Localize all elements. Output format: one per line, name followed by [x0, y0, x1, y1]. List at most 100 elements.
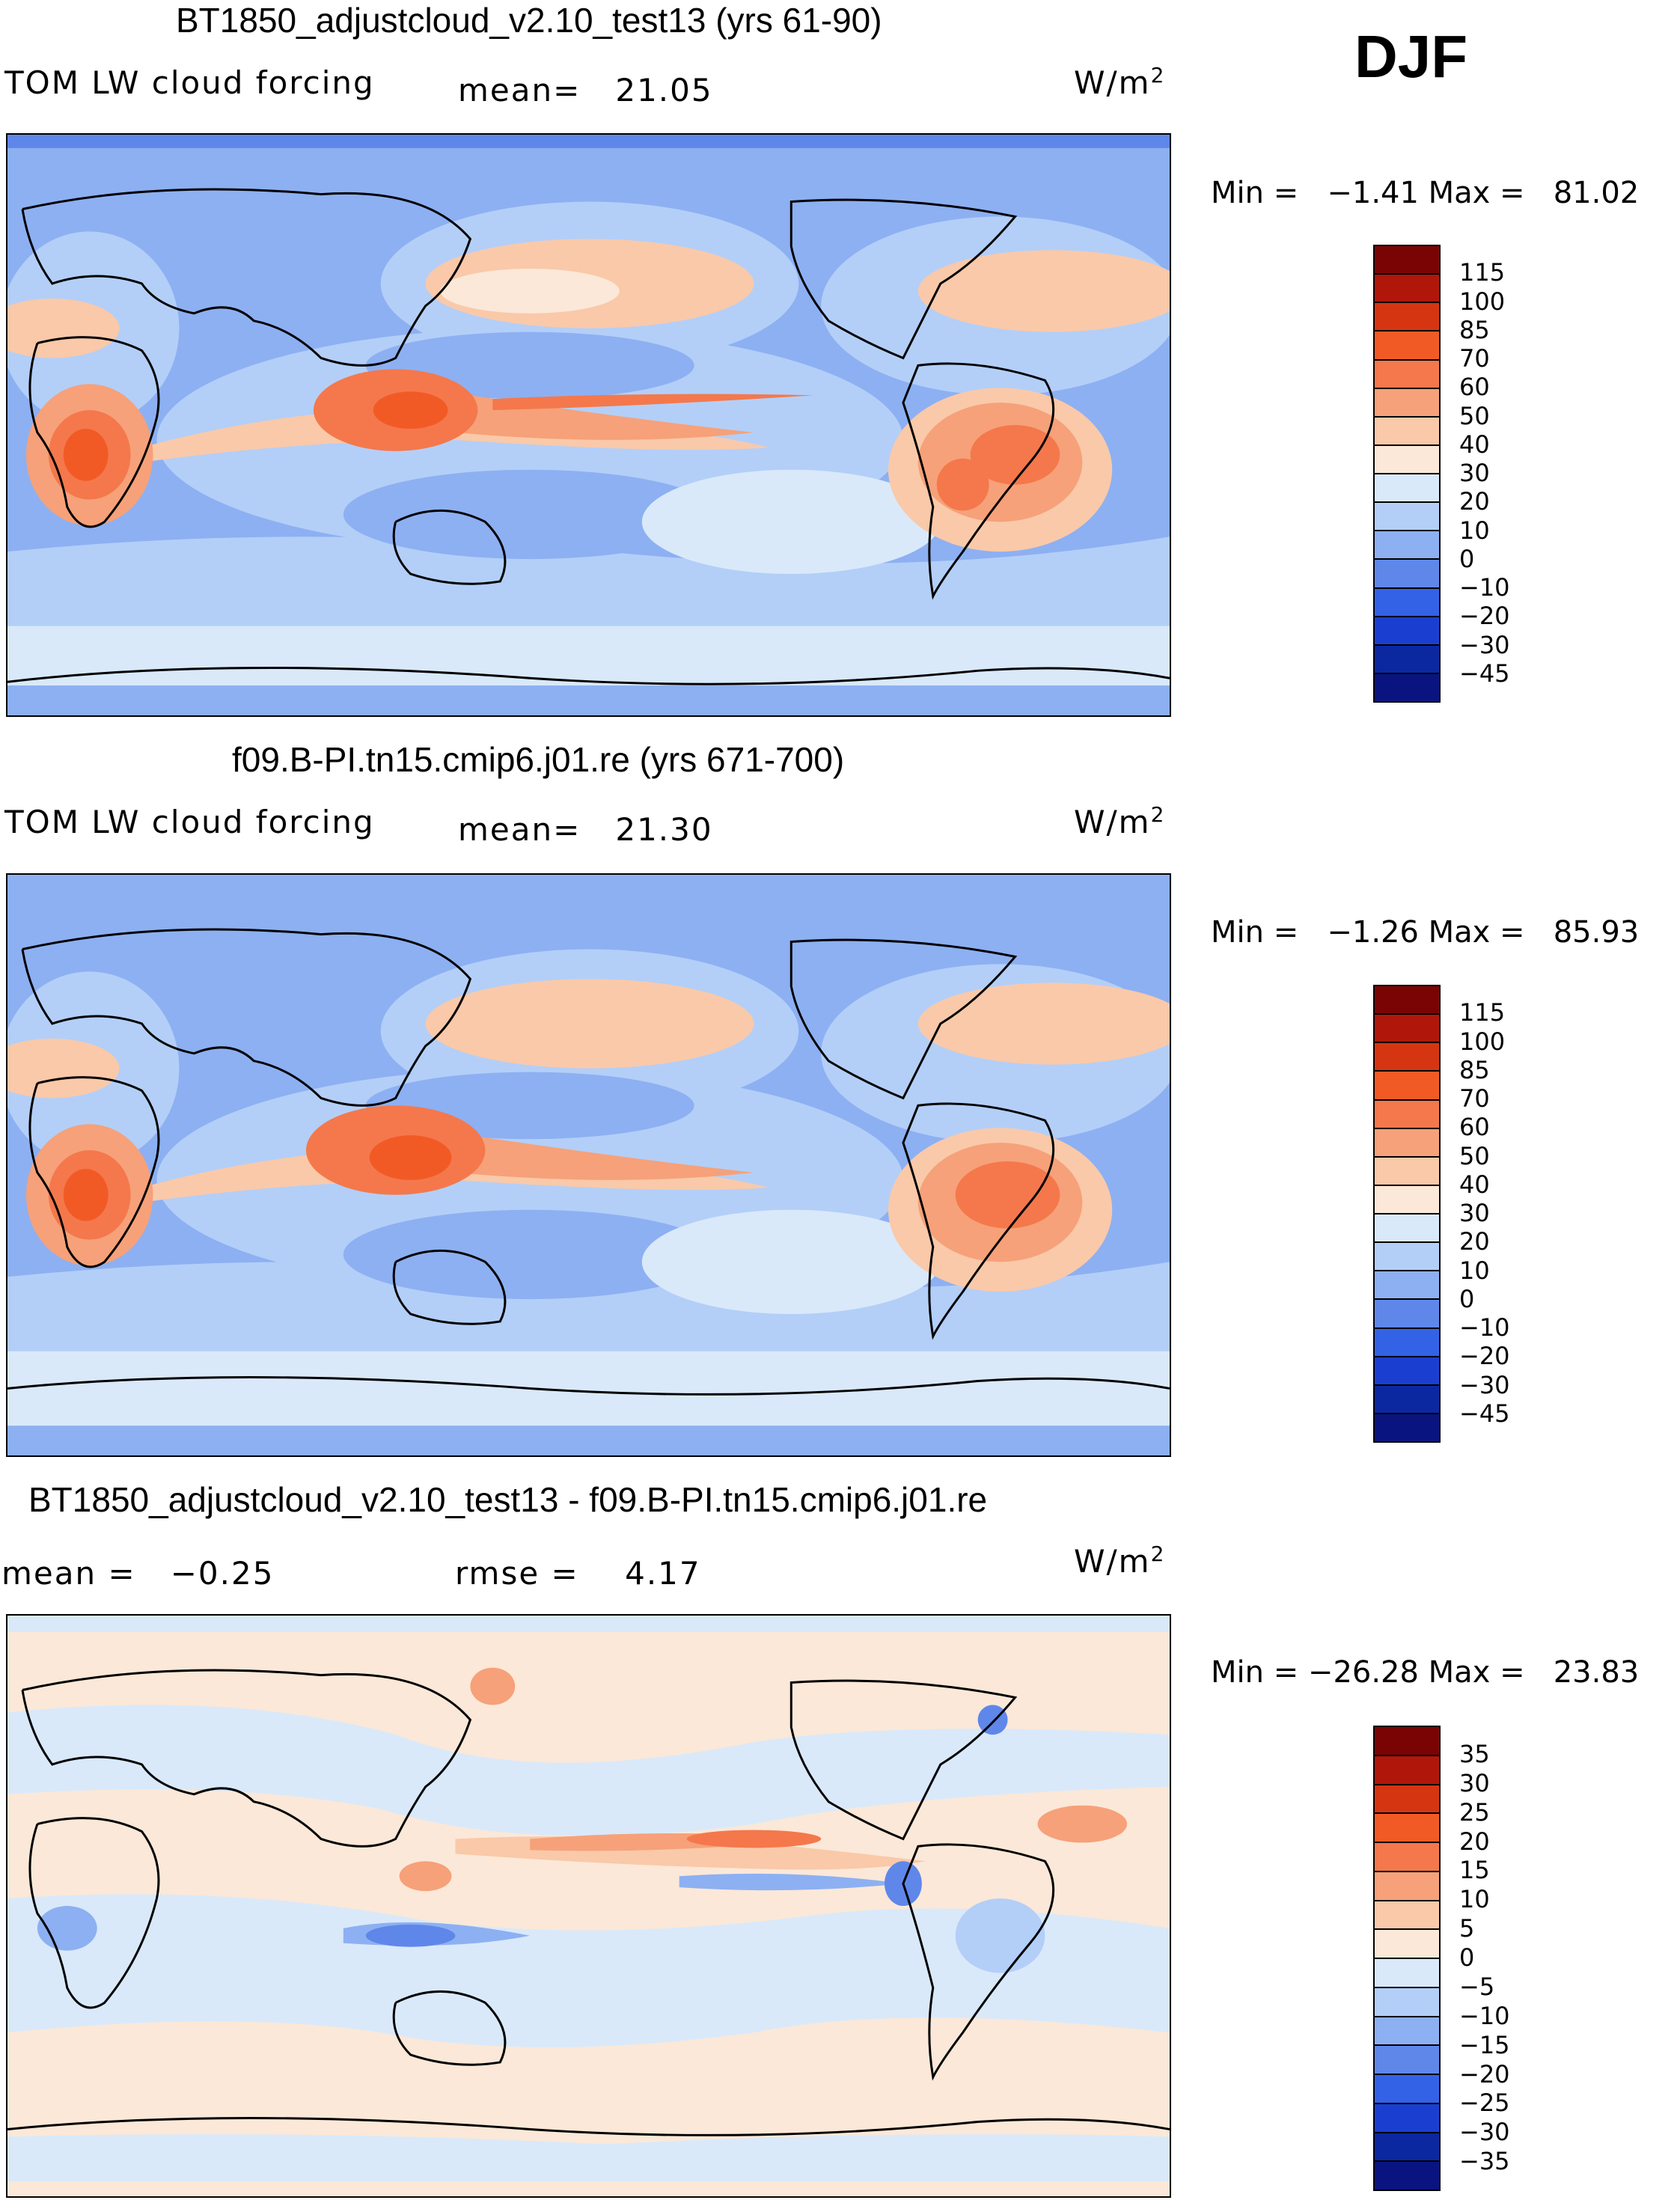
panel1-variable-label: TOM LW cloud forcing [4, 64, 375, 101]
colorbar-tick-label: 100 [1459, 1027, 1506, 1056]
panel2-units: W/m2 [1074, 802, 1166, 840]
panel1-units: W/m2 [1074, 63, 1166, 101]
colorbar-tick-label: 50 [1459, 401, 1490, 430]
colorbar-tick-label: 0 [1459, 1284, 1475, 1313]
colorbar-swatch [1375, 275, 1439, 304]
colorbar-swatch [1375, 388, 1439, 418]
colorbar-tick-label: 20 [1459, 487, 1490, 516]
colorbar-tick-label: −35 [1459, 2147, 1510, 2176]
colorbar-tick-label: 40 [1459, 1170, 1490, 1199]
colorbar-tick-label: −45 [1459, 659, 1510, 688]
colorbar-tick-label: 20 [1459, 1827, 1490, 1856]
panel1-colorbar-labels: 115 100 85 70 60 50 40 30 20 10 0 −10 −20 −30 −45 [1459, 245, 1549, 703]
colorbar-swatch [1375, 986, 1439, 1015]
panel1-title: BT1850_adjustcloud_v2.10_test13 (yrs 61-… [176, 1, 882, 40]
colorbar-tick-label: 50 [1459, 1141, 1490, 1170]
colorbar-tick-label: 115 [1459, 998, 1506, 1027]
colorbar-swatch [1375, 1214, 1439, 1244]
colorbar-swatch [1375, 1987, 1439, 2017]
colorbar-swatch [1375, 1157, 1439, 1186]
colorbar-tick-label: 5 [1459, 1914, 1475, 1943]
colorbar-swatch [1375, 2162, 1439, 2190]
panel3-mean: mean = −0.25 [1, 1555, 275, 1592]
colorbar-tick-label: −10 [1459, 1313, 1510, 1342]
colorbar-swatch [1375, 645, 1439, 674]
colorbar-swatch [1375, 531, 1439, 560]
colorbar-swatch [1375, 1357, 1439, 1386]
colorbar-swatch [1375, 503, 1439, 532]
colorbar-tick-label: 25 [1459, 1797, 1490, 1827]
colorbar-swatch [1375, 1128, 1439, 1158]
panel2-mean: mean= 21.30 [458, 811, 713, 848]
panel3-title: BT1850_adjustcloud_v2.10_test13 - f09.B-… [28, 1480, 988, 1519]
colorbar-swatch [1375, 2075, 1439, 2104]
colorbar-swatch [1375, 2046, 1439, 2075]
colorbar-swatch [1375, 1043, 1439, 1072]
colorbar-tick-label: 30 [1459, 1768, 1490, 1797]
colorbar-swatch [1375, 1414, 1439, 1441]
colorbar-tick-label: 70 [1459, 344, 1490, 373]
colorbar-tick-label: −25 [1459, 2089, 1510, 2118]
colorbar-swatch [1375, 417, 1439, 446]
panel2-map [6, 873, 1171, 1457]
colorbar-tick-label: 115 [1459, 258, 1506, 287]
colorbar-tick-label: 35 [1459, 1739, 1490, 1768]
colorbar-swatch [1375, 1901, 1439, 1931]
colorbar-tick-label: −30 [1459, 1370, 1510, 1399]
colorbar-swatch [1375, 588, 1439, 617]
colorbar-tick-label: −5 [1459, 1972, 1495, 2001]
colorbar-swatch [1375, 1300, 1439, 1329]
season-label: DJF [1354, 23, 1468, 90]
colorbar-tick-label: 0 [1459, 1943, 1475, 1972]
colorbar-swatch [1375, 673, 1439, 701]
colorbar-tick-label: −20 [1459, 602, 1510, 631]
colorbar-tick-label: −20 [1459, 2059, 1510, 2089]
colorbar-swatch [1375, 474, 1439, 504]
panel2-title: f09.B-PI.tn15.cmip6.j01.re (yrs 671-700) [232, 740, 845, 779]
colorbar-swatch [1375, 617, 1439, 646]
colorbar-tick-label: 15 [1459, 1856, 1490, 1885]
colorbar-tick-label: −20 [1459, 1342, 1510, 1371]
panel1-mean: mean= 21.05 [458, 72, 713, 109]
colorbar-tick-label: 10 [1459, 1256, 1490, 1285]
panel3-units: W/m2 [1074, 1542, 1166, 1580]
colorbar-tick-label: 30 [1459, 459, 1490, 487]
colorbar-swatch [1375, 1785, 1439, 1815]
colorbar-swatch [1375, 1243, 1439, 1272]
colorbar-tick-label: 20 [1459, 1227, 1490, 1256]
colorbar-tick-label: 10 [1459, 516, 1490, 545]
panel1-map [6, 133, 1171, 717]
colorbar-swatch [1375, 1930, 1439, 1959]
panel1-minmax: Min = −1.41 Max = 81.02 [1211, 176, 1640, 210]
colorbar-tick-label: 85 [1459, 315, 1490, 344]
colorbar-tick-label: 100 [1459, 287, 1506, 316]
colorbar-swatch [1375, 1271, 1439, 1301]
panel1-colorbar [1373, 245, 1441, 703]
colorbar-swatch [1375, 1185, 1439, 1214]
colorbar-swatch [1375, 1814, 1439, 1843]
colorbar-swatch [1375, 1072, 1439, 1101]
colorbar-tick-label: −45 [1459, 1399, 1510, 1428]
colorbar-tick-label: −30 [1459, 2118, 1510, 2147]
colorbar-swatch [1375, 360, 1439, 389]
colorbar-swatch [1375, 331, 1439, 361]
colorbar-swatch [1375, 303, 1439, 332]
panel3-map [6, 1614, 1171, 2198]
colorbar-swatch [1375, 2103, 1439, 2133]
colorbar-tick-label: −15 [1459, 2030, 1510, 2059]
colorbar-swatch [1375, 1959, 1439, 1988]
colorbar-tick-label: 70 [1459, 1084, 1490, 1113]
colorbar-swatch [1375, 1872, 1439, 1901]
colorbar-swatch [1375, 1727, 1439, 1756]
colorbar-swatch [1375, 1100, 1439, 1129]
panel3-minmax: Min = −26.28 Max = 23.83 [1211, 1655, 1640, 1690]
colorbar-swatch [1375, 2017, 1439, 2047]
colorbar-swatch [1375, 1756, 1439, 1785]
colorbar-tick-label: 10 [1459, 1885, 1490, 1914]
colorbar-tick-label: 30 [1459, 1199, 1490, 1227]
colorbar-tick-label: 60 [1459, 1113, 1490, 1142]
colorbar-swatch [1375, 1015, 1439, 1044]
colorbar-swatch [1375, 1843, 1439, 1872]
panel2-variable-label: TOM LW cloud forcing [4, 804, 375, 840]
colorbar-swatch [1375, 1328, 1439, 1357]
